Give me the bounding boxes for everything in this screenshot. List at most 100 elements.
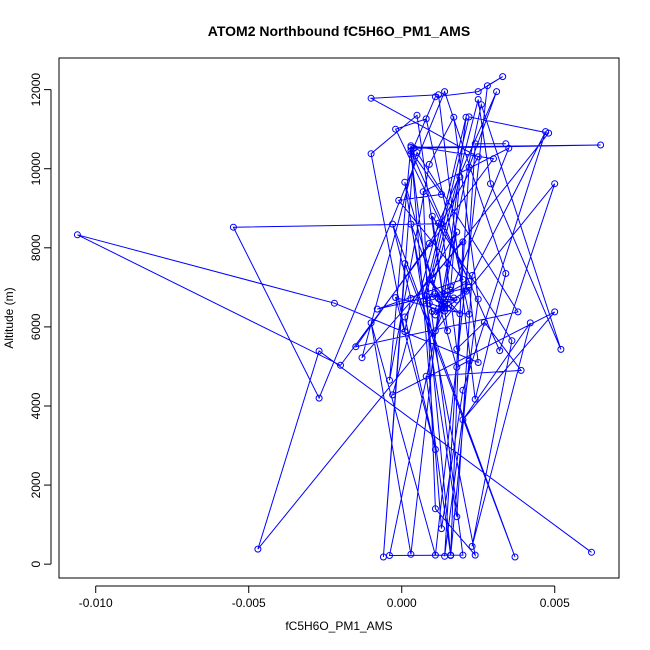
data-point <box>468 542 476 550</box>
data-point <box>462 287 470 295</box>
data-point <box>229 223 237 231</box>
chart-title: ATOM2 Northbound fC5H6O_PM1_AMS <box>208 23 470 39</box>
y-tick-label: 4000 <box>29 392 43 419</box>
data-point <box>456 310 464 318</box>
data-point <box>389 220 397 228</box>
data-point <box>389 391 397 399</box>
data-point <box>447 552 455 559</box>
y-tick-label: 8000 <box>29 234 43 261</box>
data-point <box>431 311 439 319</box>
y-axis: 0 2000 4000 6000 8000 10000 12000 <box>29 73 52 568</box>
data-point <box>551 308 559 316</box>
data-point <box>465 113 473 121</box>
data-point <box>419 297 427 305</box>
data-point <box>517 366 525 374</box>
data-point <box>471 551 479 559</box>
data-point <box>428 212 436 220</box>
data-point <box>438 302 445 310</box>
y-axis-label: Altitude (m) <box>2 287 16 348</box>
data-point <box>367 319 375 327</box>
data-point <box>407 150 415 158</box>
x-tick-label: -0.005 <box>232 596 266 610</box>
data-point <box>459 551 467 559</box>
data-point <box>450 113 458 121</box>
data-point <box>459 238 467 246</box>
series-line <box>77 76 601 558</box>
data-point <box>373 305 381 313</box>
data-point <box>330 299 338 307</box>
data-point <box>425 240 433 247</box>
data-point <box>395 196 403 204</box>
data-point <box>490 155 497 163</box>
data-point <box>407 550 415 558</box>
data-point <box>468 272 476 279</box>
data-point <box>367 150 375 158</box>
data-point <box>407 220 415 228</box>
data-point <box>465 163 473 171</box>
data-point <box>358 354 366 362</box>
data-point <box>453 228 461 236</box>
x-axis: -0.010 -0.005 0.000 0.005 <box>79 585 570 610</box>
data-point <box>459 275 467 283</box>
data-point <box>462 113 470 121</box>
data-point <box>392 294 400 302</box>
data-point <box>480 318 488 326</box>
data-point <box>73 231 81 239</box>
data-point <box>465 277 473 285</box>
data-point <box>438 525 445 533</box>
data-point <box>456 173 464 181</box>
data-point <box>474 96 482 103</box>
data-point <box>551 180 559 188</box>
data-point <box>337 361 344 369</box>
data-point <box>493 88 501 96</box>
data-point <box>315 394 323 402</box>
x-tick-label: 0.005 <box>540 596 570 610</box>
data-point <box>431 551 439 559</box>
data-point <box>474 88 482 96</box>
data-point <box>367 94 375 102</box>
data-point <box>545 129 553 137</box>
y-tick-label: 10000 <box>29 152 43 186</box>
data-point <box>431 446 439 453</box>
data-point <box>514 308 522 316</box>
data-point <box>407 143 415 151</box>
data-point <box>588 548 595 556</box>
plot-border <box>58 57 620 579</box>
x-tick-label: -0.010 <box>79 596 113 610</box>
data-point <box>422 372 430 380</box>
data-point <box>471 140 479 148</box>
data-point <box>502 140 510 148</box>
data-point <box>487 180 494 188</box>
data-point <box>597 141 605 149</box>
data-point <box>453 296 461 304</box>
data-point <box>502 270 510 277</box>
y-tick-label: 0 <box>29 561 43 568</box>
data-point <box>474 153 482 161</box>
data-point <box>254 545 262 553</box>
data-point <box>419 188 427 196</box>
x-tick-label: 0.000 <box>387 596 417 610</box>
data-point <box>453 363 461 371</box>
data-point <box>447 283 455 291</box>
data-point <box>438 190 445 198</box>
data-point <box>474 359 482 366</box>
data-point <box>465 310 473 318</box>
data-point <box>459 386 467 394</box>
data-point <box>483 82 491 90</box>
data-point <box>444 327 452 335</box>
data-point <box>413 111 421 119</box>
data-point <box>425 299 433 307</box>
data-point <box>352 343 360 351</box>
data-point <box>499 73 507 81</box>
data-point <box>453 345 461 353</box>
data-point <box>444 260 452 268</box>
data-point <box>453 513 461 521</box>
data-point <box>435 295 442 303</box>
data-point <box>386 552 393 559</box>
x-axis-label: fC5H6O_PM1_AMS <box>285 619 392 633</box>
data-point <box>557 345 565 353</box>
data-point <box>425 276 433 284</box>
data-point <box>431 290 439 298</box>
data-point <box>447 287 455 294</box>
data-point <box>441 291 449 298</box>
